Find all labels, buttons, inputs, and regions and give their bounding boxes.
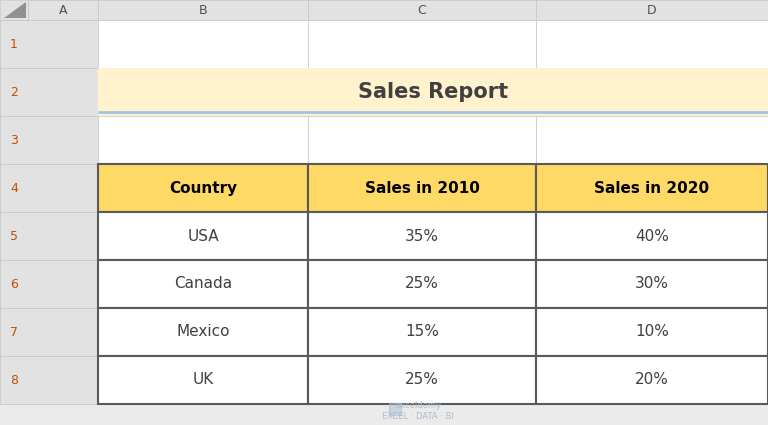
Bar [536, 212, 768, 260]
Text: Mexico: Mexico [176, 325, 230, 340]
Text: 40%: 40% [635, 229, 669, 244]
Bar [98, 260, 308, 308]
Bar [536, 116, 768, 164]
Bar [308, 164, 536, 212]
Text: Sales in 2020: Sales in 2020 [594, 181, 710, 196]
Text: 8: 8 [10, 374, 18, 386]
Bar [98, 164, 308, 212]
Bar [0, 212, 98, 260]
Text: 1: 1 [10, 37, 18, 51]
Text: 15%: 15% [405, 325, 439, 340]
Bar [98, 68, 768, 116]
Text: B: B [199, 3, 207, 17]
Bar [536, 356, 768, 404]
Bar [308, 308, 536, 356]
Text: 25%: 25% [405, 277, 439, 292]
Text: 10%: 10% [635, 325, 669, 340]
Text: 3: 3 [10, 133, 18, 147]
Bar [308, 212, 536, 260]
Bar [0, 0, 28, 20]
Bar [536, 20, 768, 68]
Bar [308, 308, 536, 356]
Bar [0, 308, 98, 356]
Text: 5: 5 [10, 230, 18, 243]
Text: exceldemy
EXCEL · DATA · BI: exceldemy EXCEL · DATA · BI [382, 401, 454, 421]
Bar [308, 260, 536, 308]
Bar [536, 260, 768, 308]
Bar [98, 308, 308, 356]
Text: USA: USA [187, 229, 219, 244]
Bar [0, 116, 98, 164]
Text: 20%: 20% [635, 372, 669, 388]
Bar [536, 260, 768, 308]
Bar [98, 20, 308, 68]
Bar [308, 356, 536, 404]
Bar [536, 0, 768, 20]
Bar [536, 308, 768, 356]
Bar [98, 0, 308, 20]
Text: 4: 4 [10, 181, 18, 195]
Text: C: C [418, 3, 426, 17]
Text: Sales in 2010: Sales in 2010 [365, 181, 479, 196]
Text: Sales Report: Sales Report [358, 82, 508, 102]
Text: 30%: 30% [635, 277, 669, 292]
Bar [536, 212, 768, 260]
Bar [308, 356, 536, 404]
Bar [98, 356, 308, 404]
Bar [98, 68, 308, 116]
Bar [308, 212, 536, 260]
Bar [308, 116, 536, 164]
Bar [308, 20, 536, 68]
Text: 7: 7 [10, 326, 18, 338]
Bar [308, 164, 536, 212]
Text: D: D [647, 3, 657, 17]
Text: 25%: 25% [405, 372, 439, 388]
Polygon shape [4, 2, 26, 18]
Bar [98, 260, 308, 308]
Text: 35%: 35% [405, 229, 439, 244]
Bar [308, 0, 536, 20]
Bar [536, 164, 768, 212]
Bar [98, 212, 308, 260]
Bar [98, 164, 308, 212]
Text: A: A [58, 3, 68, 17]
Bar [0, 164, 98, 212]
Bar [536, 356, 768, 404]
Bar [0, 68, 98, 116]
Text: 2: 2 [10, 85, 18, 99]
Bar [98, 308, 308, 356]
Bar [308, 260, 536, 308]
Bar [98, 116, 308, 164]
Bar [308, 68, 536, 116]
Bar [98, 212, 308, 260]
Bar [0, 356, 98, 404]
Bar [536, 308, 768, 356]
Bar [536, 68, 768, 116]
Text: UK: UK [192, 372, 214, 388]
Bar [536, 164, 768, 212]
Text: Country: Country [169, 181, 237, 196]
Bar [98, 356, 308, 404]
Bar [0, 20, 98, 68]
Bar [0, 260, 98, 308]
Text: 6: 6 [10, 278, 18, 291]
Bar [28, 0, 98, 20]
Text: Canada: Canada [174, 277, 232, 292]
